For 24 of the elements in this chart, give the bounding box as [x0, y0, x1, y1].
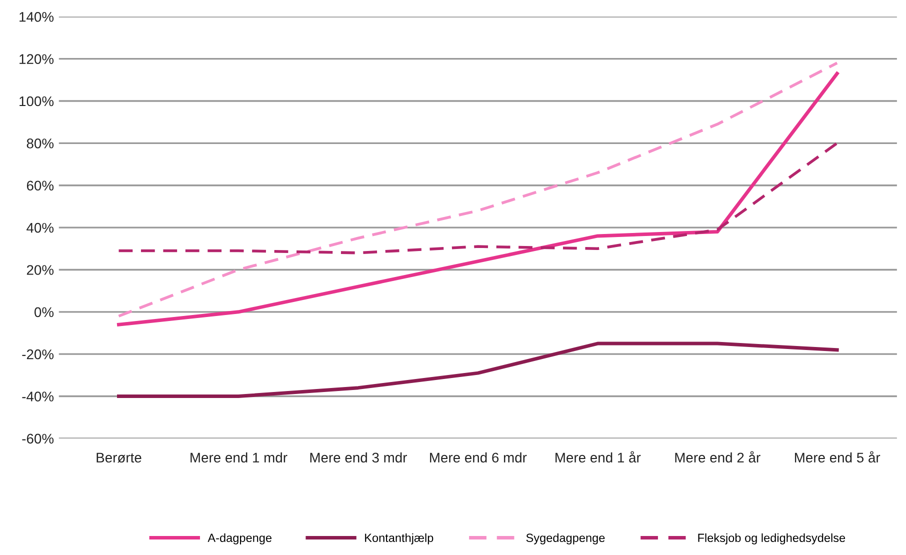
- x-tick-label: Mere end 3 mdr: [310, 452, 407, 463]
- x-tick-label: Mere end 6 mdr: [430, 452, 527, 463]
- y-tick-label: 40%: [26, 222, 54, 233]
- y-tick-label: 120%: [20, 54, 54, 64]
- x-tick-label: Mere end 5 år: [794, 451, 880, 463]
- x-tick-label: Mere end 1 mdr: [190, 452, 288, 463]
- y-tick-label: 100%: [20, 96, 54, 106]
- legend-label: Fleksjob og ledighedsydelse: [698, 533, 846, 544]
- y-tick-label: -40%: [22, 392, 54, 402]
- x-tick-label: Mere end 1 år: [556, 451, 641, 463]
- line-series: [117, 142, 838, 254]
- y-tick-label: 20%: [26, 265, 54, 275]
- y-tick-label: -60%: [22, 434, 54, 444]
- legend-label: Sygedagpenge: [526, 533, 605, 544]
- x-tick-label: Berørte: [96, 452, 142, 463]
- y-tick-label: 140%: [20, 12, 54, 22]
- legend-label: Kontanthjælp: [365, 533, 434, 544]
- y-tick-label: -20%: [22, 349, 54, 360]
- y-tick-label: 80%: [26, 138, 54, 148]
- y-tick-label: 0%: [34, 307, 54, 318]
- x-tick-label: Mere end 2 år: [675, 451, 760, 463]
- legend-label: A-dagpenge: [208, 533, 272, 544]
- line-series: [117, 342, 839, 398]
- y-tick-label: 60%: [26, 180, 54, 191]
